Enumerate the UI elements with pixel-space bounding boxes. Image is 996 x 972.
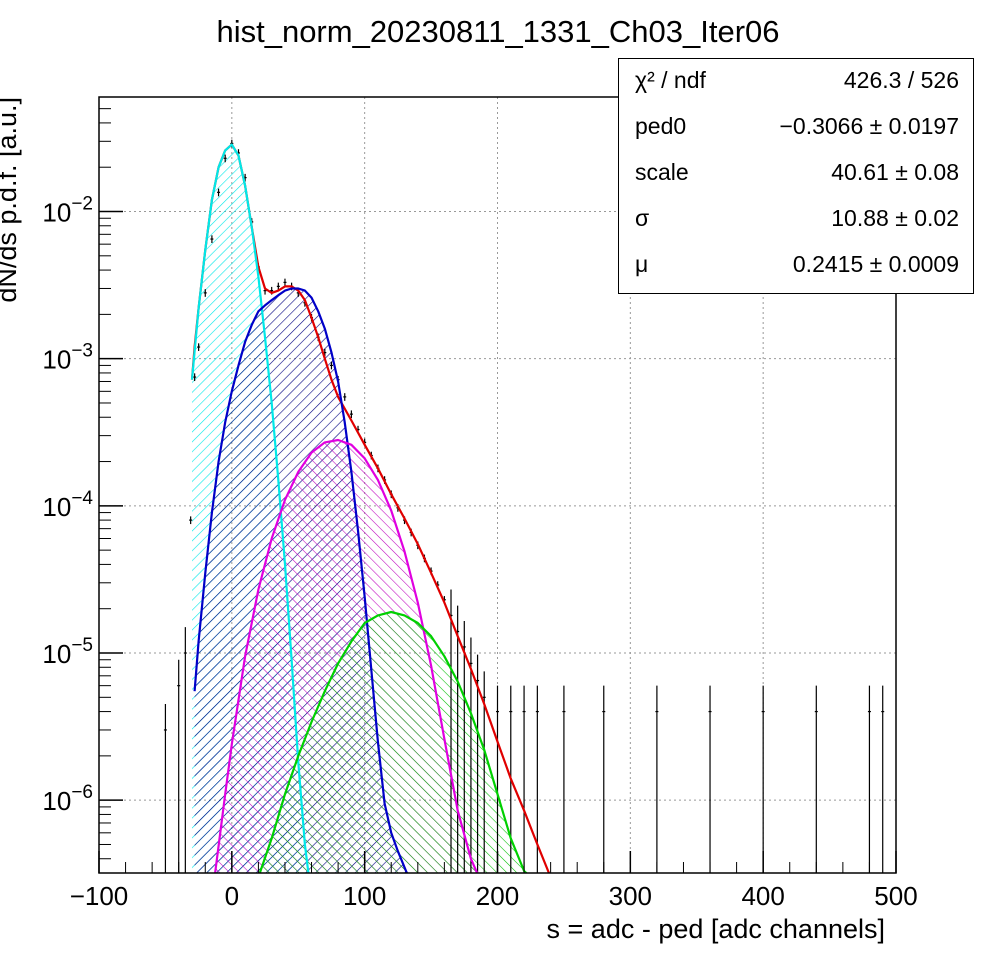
three-pe-curve: [258, 610, 528, 873]
stat-value: 0.2415 ± 0.0009: [792, 251, 959, 277]
y-tick-label: 10−5: [42, 635, 93, 669]
x-tick-label: 300: [609, 881, 652, 911]
y-axis-title: dN/ds p.d.f. [a.u.]: [0, 97, 22, 303]
y-tick-label: 10−6: [42, 782, 93, 816]
chart-title: hist_norm_20230811_1331_Ch03_Iter06: [216, 14, 780, 49]
x-tick-label: 200: [476, 881, 519, 911]
pedestal-curve: [190, 143, 310, 873]
stat-name: χ² / ndf: [635, 67, 706, 93]
y-tick-label: 10−3: [42, 341, 93, 375]
y-tick-label: 10−4: [42, 488, 93, 522]
component-fills: [192, 144, 531, 873]
y-tick-label: 10−2: [42, 194, 93, 228]
x-tick-label: 400: [741, 881, 784, 911]
x-tick-label: 100: [343, 881, 386, 911]
stat-row: χ² / ndf 426.3 / 526: [619, 59, 973, 105]
stat-value: 426.3 / 526: [843, 67, 959, 93]
fit-curves: [190, 143, 551, 873]
x-tick-label: 500: [874, 881, 917, 911]
one-pe-curve: [193, 287, 409, 873]
stat-row: scale 40.61 ± 0.08: [619, 151, 973, 197]
stat-name: ped0: [635, 113, 687, 139]
stat-name: scale: [635, 159, 689, 185]
axes: −100 0 100 200 300 400 500 10−2 10−3 10−4 10−5 10−6: [42, 96, 918, 911]
stat-row: μ 0.2415 ± 0.0009: [619, 243, 973, 289]
two-pe-curve: [214, 438, 479, 873]
stat-name: μ: [635, 251, 649, 277]
stat-row: ped0 −0.3066 ± 0.0197: [619, 105, 973, 151]
stat-value: 10.88 ± 0.02: [831, 205, 959, 231]
three-pe-fill: [258, 612, 531, 873]
x-tick-label: −100: [70, 881, 129, 911]
stat-name: σ: [635, 205, 650, 231]
x-axis-title: s = adc - ped [adc channels]: [547, 914, 885, 944]
stat-value: −0.3066 ± 0.0197: [779, 113, 959, 139]
stat-value: 40.61 ± 0.08: [831, 159, 959, 185]
stat-row: σ 10.88 ± 0.02: [619, 197, 973, 243]
fit-statistics-box: χ² / ndf 426.3 / 526 ped0 −0.3066 ± 0.0197 s…: [618, 58, 974, 294]
x-tick-label: 0: [225, 881, 239, 911]
